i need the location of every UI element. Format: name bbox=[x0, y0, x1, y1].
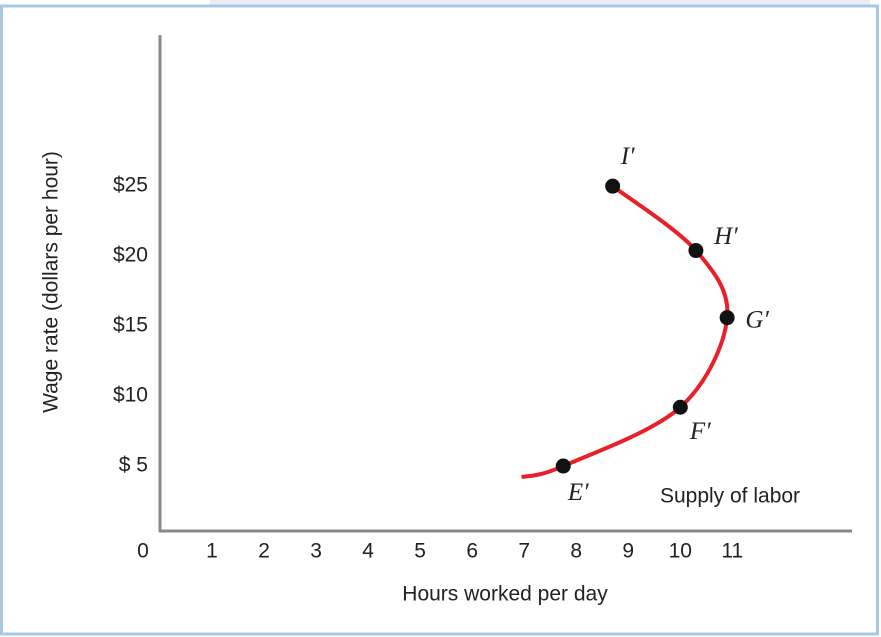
frame bbox=[0, 4, 879, 636]
point-label: E′ bbox=[567, 479, 589, 506]
y-tick-label: $ 5 bbox=[119, 454, 148, 477]
point-label: G′ bbox=[745, 306, 769, 333]
curve-label: Supply of labor bbox=[660, 485, 800, 508]
x-tick-label: 10 bbox=[669, 540, 692, 563]
point bbox=[672, 399, 688, 415]
x-tick-label: 9 bbox=[622, 540, 634, 563]
point bbox=[605, 178, 621, 194]
x-tick-label: 1 bbox=[206, 540, 218, 563]
y-axis-title: Wage rate (dollars per hour) bbox=[40, 151, 63, 413]
point bbox=[719, 310, 735, 326]
x-tick-label: 11 bbox=[721, 540, 743, 563]
x-tick-label: 8 bbox=[570, 540, 582, 563]
top-band bbox=[210, 0, 870, 6]
y-tick-label: $25 bbox=[113, 174, 148, 197]
x-tick-label: 4 bbox=[362, 540, 374, 563]
x-axis-title: Hours worked per day bbox=[402, 583, 608, 606]
point-label: F′ bbox=[689, 418, 711, 445]
x-tick-label: 6 bbox=[466, 540, 478, 563]
x-tick-label: 0 bbox=[137, 540, 149, 563]
x-tick-label: 3 bbox=[310, 540, 322, 563]
y-tick-label: $20 bbox=[113, 244, 148, 267]
point bbox=[555, 458, 571, 474]
x-tick-label: 5 bbox=[414, 540, 426, 563]
x-tick-label: 2 bbox=[258, 540, 270, 563]
y-tick-label: $15 bbox=[113, 314, 148, 337]
point-label: H′ bbox=[713, 223, 738, 250]
point-label: I′ bbox=[620, 143, 635, 170]
x-tick-label: 7 bbox=[518, 540, 530, 563]
point bbox=[688, 243, 704, 259]
y-tick-label: $10 bbox=[113, 384, 148, 407]
